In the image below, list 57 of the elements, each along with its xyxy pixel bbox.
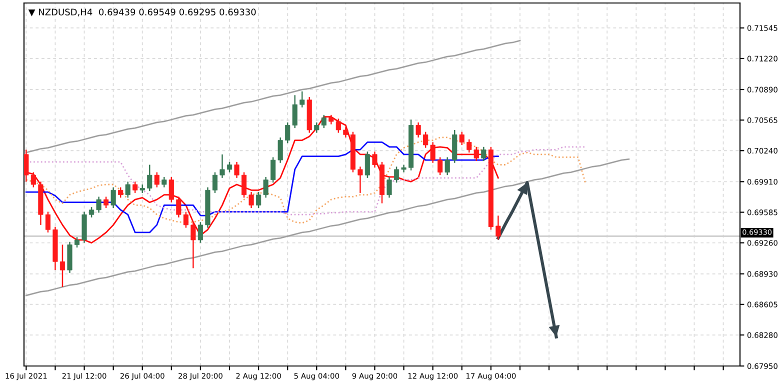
candlestick bbox=[256, 191, 262, 209]
candlestick bbox=[328, 114, 334, 125]
candlestick bbox=[125, 181, 130, 198]
candlestick bbox=[459, 131, 464, 146]
candlestick bbox=[198, 221, 203, 244]
candlestick bbox=[241, 172, 247, 198]
candlestick bbox=[263, 176, 268, 198]
candlestick bbox=[466, 138, 472, 154]
candlestick bbox=[248, 191, 254, 209]
candlestick bbox=[168, 176, 174, 203]
candlestick bbox=[481, 146, 486, 162]
candlestick bbox=[132, 181, 138, 194]
candlestick bbox=[30, 172, 36, 188]
candlestick bbox=[314, 122, 320, 134]
candlestick bbox=[430, 142, 436, 164]
candlestick bbox=[438, 156, 443, 176]
candlestick bbox=[394, 166, 400, 184]
candlestick bbox=[74, 236, 80, 248]
candlestick bbox=[496, 215, 501, 240]
candlestick bbox=[60, 244, 66, 288]
candlestick bbox=[364, 150, 370, 179]
candlestick bbox=[300, 90, 305, 108]
candlestick bbox=[176, 196, 182, 218]
candlestick bbox=[212, 172, 218, 194]
candlestick bbox=[110, 186, 116, 209]
candlestick bbox=[278, 136, 283, 164]
candlestick bbox=[104, 196, 109, 209]
candlestick bbox=[444, 156, 450, 176]
candlestick bbox=[226, 161, 232, 173]
candlestick bbox=[270, 156, 276, 184]
candlestick bbox=[416, 122, 421, 138]
candlestick bbox=[89, 206, 94, 218]
candlestick bbox=[24, 149, 29, 182]
candlestick bbox=[183, 211, 188, 228]
candlestick bbox=[190, 221, 196, 269]
candlestick bbox=[372, 150, 378, 168]
candlestick bbox=[386, 176, 392, 198]
candlestick bbox=[474, 146, 479, 162]
line-series bbox=[25, 158, 630, 296]
candlestick bbox=[234, 161, 240, 179]
candlestick bbox=[45, 211, 50, 234]
candlestick bbox=[292, 94, 298, 129]
candlestick bbox=[336, 118, 341, 134]
candlestick bbox=[147, 164, 152, 192]
candlestick bbox=[358, 166, 363, 194]
text: ▼ NZDUSD,H4 0.69439 0.69549 0.69295 0.69330 bbox=[28, 8, 256, 16]
candlestick bbox=[118, 186, 124, 198]
candlestick bbox=[162, 176, 167, 188]
line-series bbox=[25, 141, 499, 234]
candlestick bbox=[154, 172, 160, 188]
candlestick bbox=[96, 196, 102, 214]
candlestick bbox=[285, 122, 290, 144]
candlestick bbox=[423, 131, 428, 148]
candlestick bbox=[220, 154, 225, 179]
line-series bbox=[25, 40, 521, 154]
candlestick bbox=[321, 114, 326, 129]
candlestick bbox=[343, 126, 348, 138]
